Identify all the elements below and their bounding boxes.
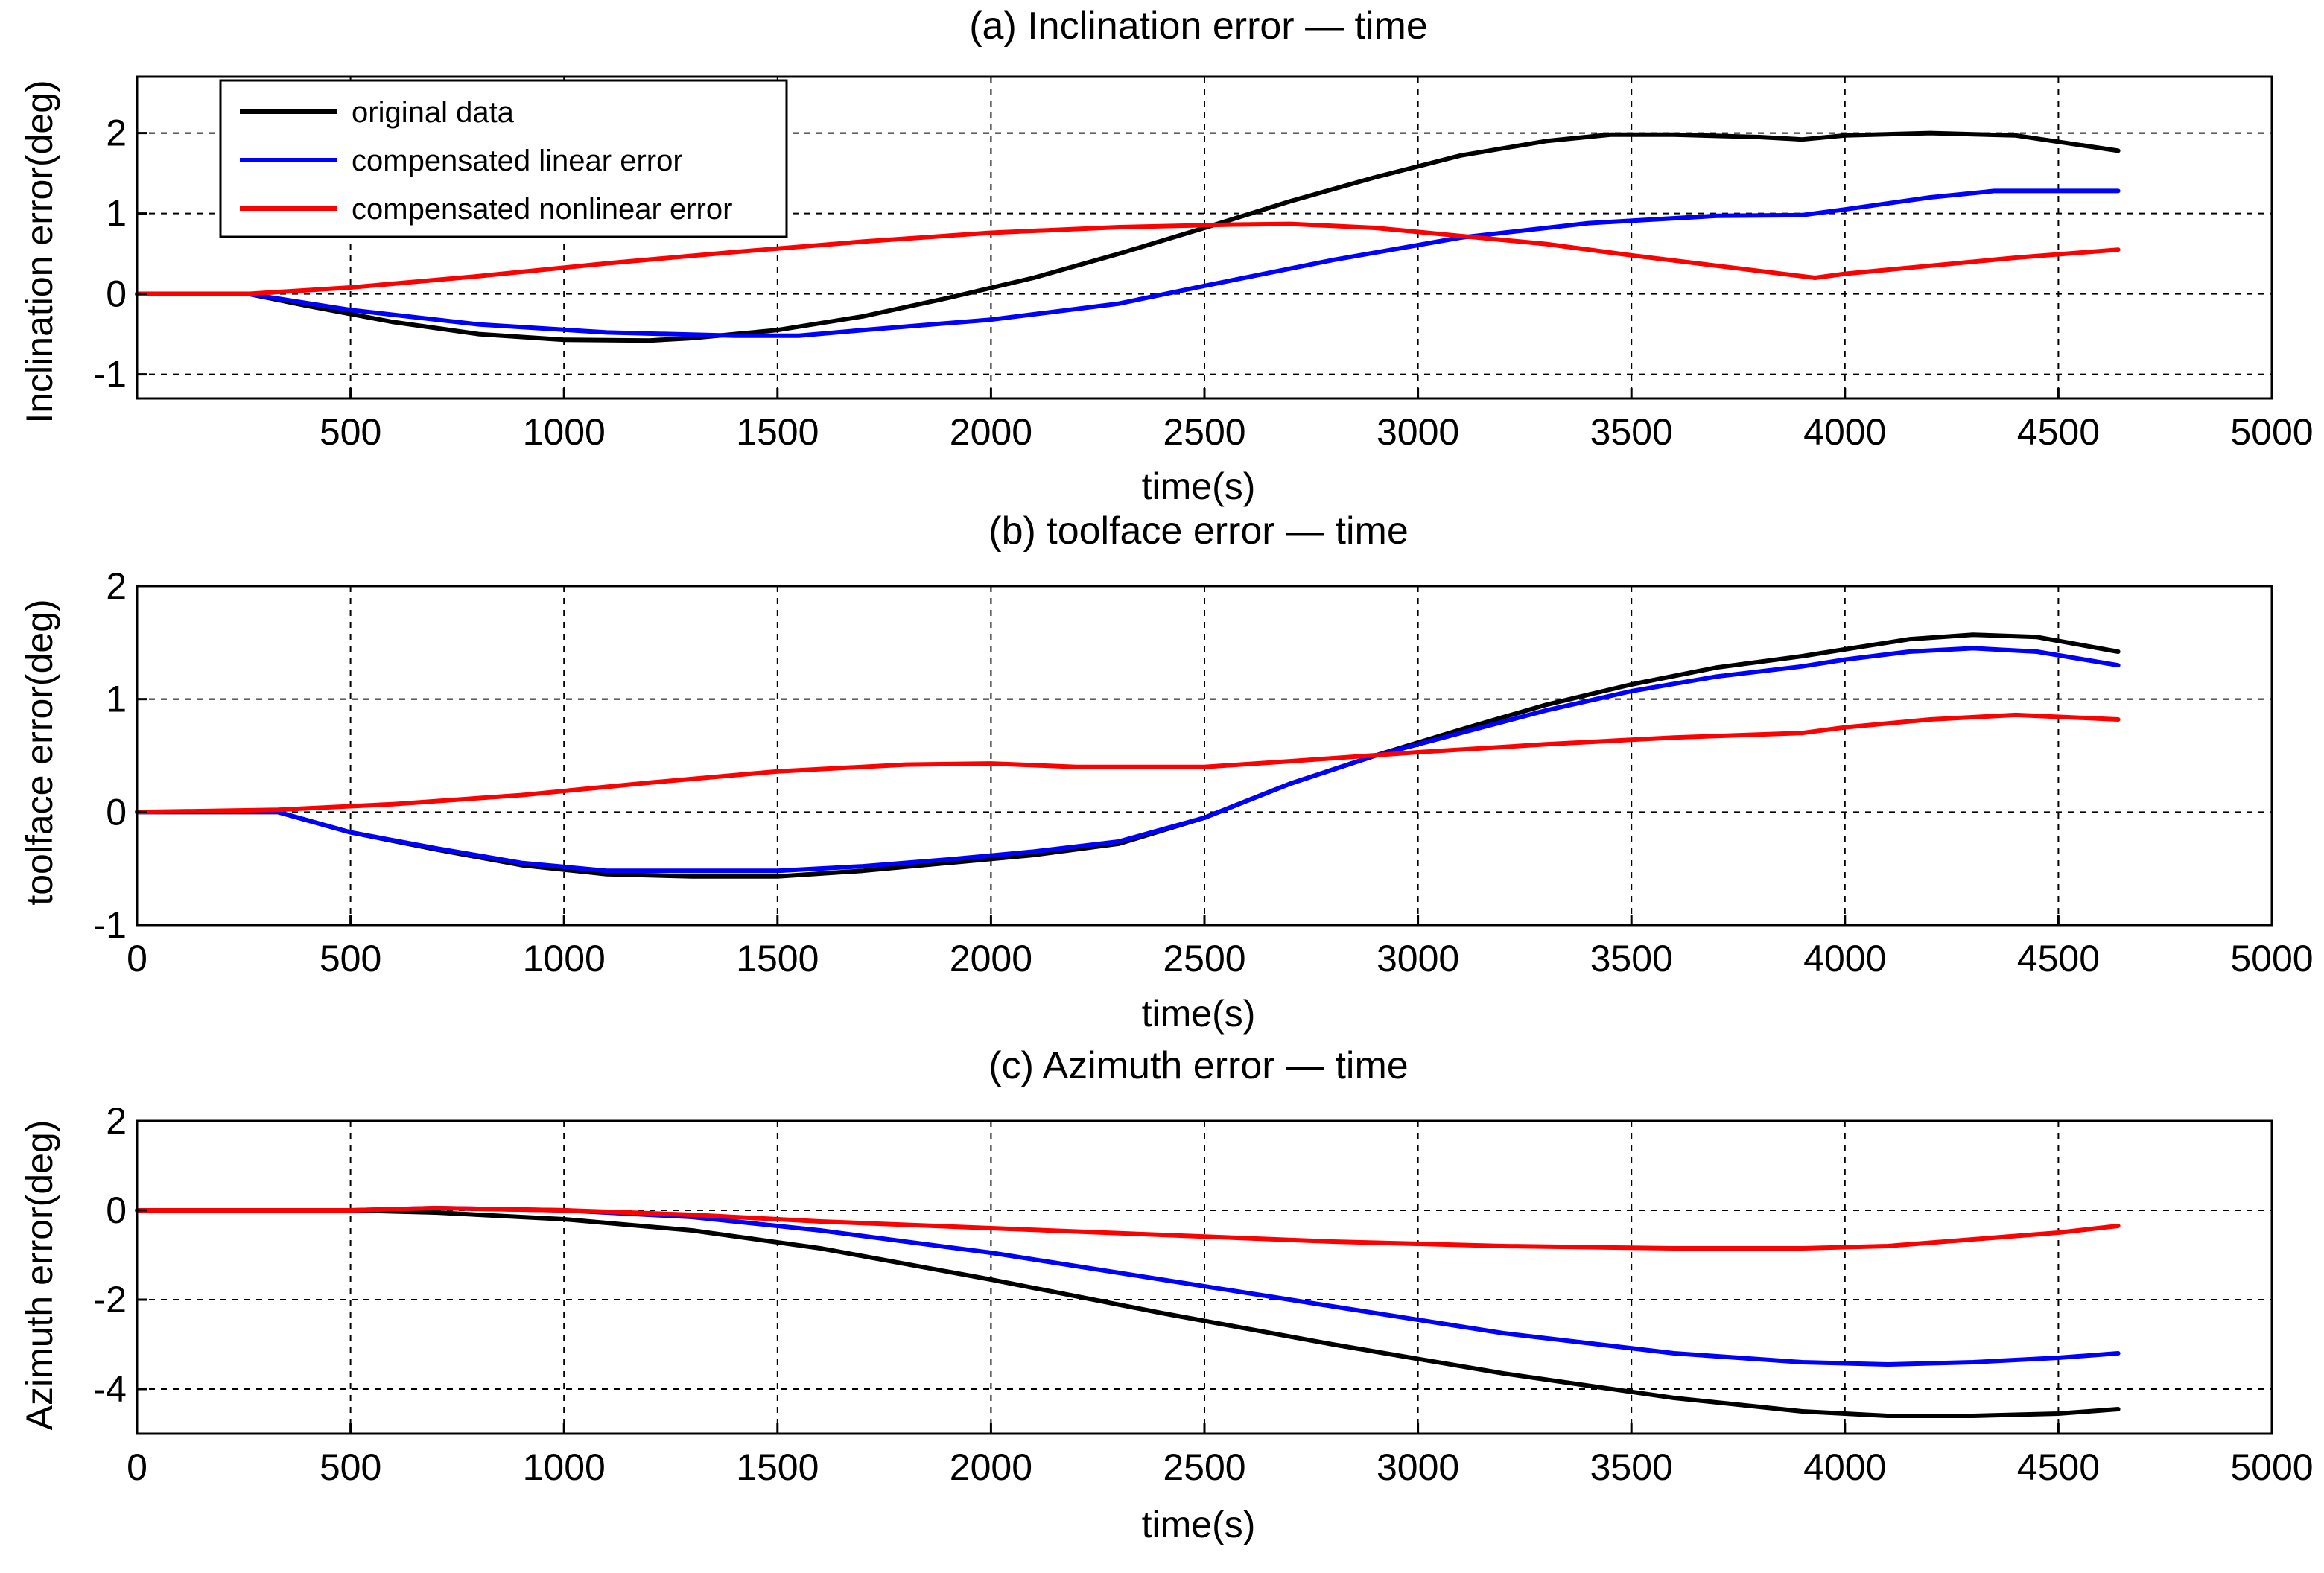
legend-label-compensated-linear-error: compensated linear error [352, 144, 683, 177]
x-tick-label: 2500 [1163, 1446, 1245, 1488]
chart-title: (c) Azimuth error — time [988, 1044, 1408, 1087]
legend: original data compensated linear error c… [219, 79, 788, 238]
x-tick-label: 3000 [1377, 938, 1459, 979]
y-tick-label: -1 [94, 354, 127, 395]
y-tick-label: 2 [106, 1100, 127, 1142]
x-tick-label: 1000 [523, 1446, 606, 1488]
x-tick-label: 2000 [950, 1446, 1032, 1488]
x-tick-label: 4500 [2017, 938, 2100, 979]
x-tick-label: 1000 [523, 411, 606, 453]
panel-toolface: (b) toolface error — time toolface error… [19, 509, 2314, 1035]
x-tick-label: 2000 [950, 938, 1032, 979]
x-tick-label: 4500 [2017, 1446, 2100, 1488]
y-axis-label: Azimuth error(deg) [19, 1120, 60, 1431]
x-tick-label: 3000 [1377, 1446, 1459, 1488]
series-line-compensated-linear-error [135, 188, 2121, 338]
x-axis-label: time(s) [1142, 1504, 1256, 1545]
x-tick-label: 2500 [1163, 938, 1245, 979]
panel-azimuth: (c) Azimuth error — time Azimuth error(d… [19, 1044, 2314, 1545]
series-line-original-data [135, 1208, 2121, 1418]
x-tick-label: 3000 [1377, 411, 1459, 453]
y-tick-label: -1 [94, 904, 127, 946]
x-tick-label: 1500 [736, 1446, 819, 1488]
y-axis-label: Inclination error(deg) [19, 80, 60, 423]
x-tick-label: 5000 [2230, 938, 2313, 979]
x-tick-label: 1000 [523, 938, 606, 979]
x-tick-label: 0 [127, 938, 147, 979]
chart-title: (a) Inclination error — time [969, 4, 1428, 48]
y-tick-label: 0 [106, 273, 127, 315]
panel-inclination: (a) Inclination error — time Inclination… [19, 4, 2314, 507]
y-tick-label: 2 [106, 112, 127, 154]
x-tick-label: 2000 [950, 411, 1032, 453]
x-tick-label: 4500 [2017, 411, 2100, 453]
y-tick-label: 1 [106, 193, 127, 235]
series-line-original-data [135, 130, 2121, 343]
x-tick-label: 5000 [2230, 1446, 2313, 1488]
x-tick-label: 0 [127, 1446, 147, 1488]
legend-label-compensated-nonlinear-error: compensated nonlinear error [352, 193, 732, 226]
series-line-compensated-nonlinear-error [135, 1206, 2121, 1251]
x-tick-label: 4000 [1803, 1446, 1886, 1488]
x-tick-label: 3500 [1590, 1446, 1673, 1488]
x-axis-label: time(s) [1142, 993, 1256, 1035]
chart-title: (b) toolface error — time [988, 509, 1409, 553]
y-tick-label: -4 [94, 1368, 127, 1410]
x-tick-label: 500 [320, 411, 381, 453]
x-tick-label: 5000 [2230, 411, 2313, 453]
x-tick-label: 3500 [1590, 411, 1673, 453]
y-tick-label: -2 [94, 1279, 127, 1321]
y-tick-label: 2 [106, 565, 127, 607]
series-line-compensated-nonlinear-error [135, 221, 2121, 296]
y-tick-label: 0 [106, 791, 127, 833]
series-line-compensated-linear-error [135, 646, 2121, 874]
x-tick-label: 3500 [1590, 938, 1673, 979]
x-tick-label: 500 [320, 938, 381, 979]
x-axis-label: time(s) [1142, 465, 1256, 507]
x-tick-label: 4000 [1803, 411, 1886, 453]
x-tick-label: 2500 [1163, 411, 1245, 453]
x-tick-label: 500 [320, 1446, 381, 1488]
x-tick-label: 1500 [736, 938, 819, 979]
x-tick-label: 4000 [1803, 938, 1886, 979]
y-tick-label: 1 [106, 679, 127, 720]
y-tick-label: 0 [106, 1189, 127, 1231]
y-axis-label: toolface error(deg) [19, 599, 60, 905]
x-tick-label: 1500 [736, 411, 819, 453]
series-line-compensated-nonlinear-error [135, 712, 2121, 815]
legend-label-original-data: original data [352, 96, 515, 129]
